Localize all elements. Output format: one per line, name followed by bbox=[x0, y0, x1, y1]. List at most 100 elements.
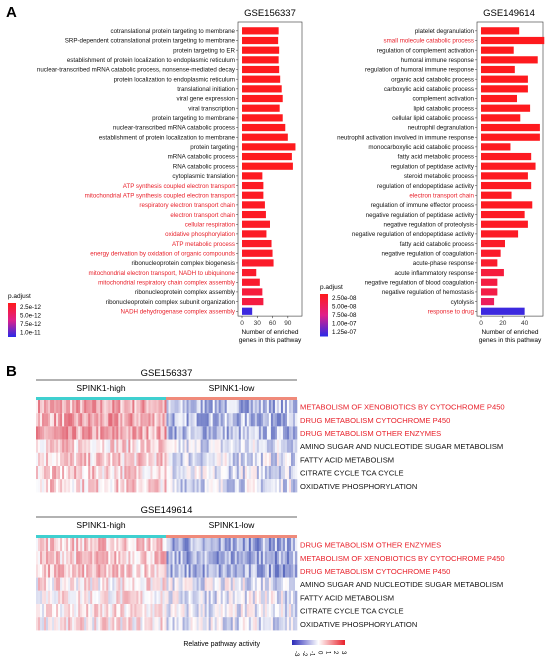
heat-cell bbox=[106, 564, 109, 578]
heat-cell bbox=[56, 426, 59, 440]
heat-cell bbox=[280, 413, 284, 427]
heat-cell bbox=[278, 413, 282, 427]
heat-cell bbox=[118, 413, 121, 427]
heat-cell bbox=[254, 413, 258, 427]
heat-cell bbox=[138, 466, 141, 480]
heat-cell bbox=[134, 426, 137, 440]
heat-cell bbox=[80, 479, 83, 493]
heat-cell bbox=[186, 564, 189, 578]
heat-cell bbox=[198, 452, 201, 466]
heat-cell bbox=[90, 590, 93, 604]
heat-cell bbox=[112, 426, 115, 440]
heat-cell bbox=[138, 413, 141, 427]
heat-cell bbox=[122, 551, 125, 565]
heat-cell bbox=[200, 413, 203, 427]
heat-cell bbox=[50, 564, 53, 578]
heat-cell bbox=[194, 413, 197, 427]
heat-cell bbox=[60, 426, 63, 440]
heat-cell bbox=[70, 400, 73, 414]
heat-cell bbox=[106, 413, 109, 427]
heat-cell bbox=[244, 400, 248, 414]
heat-cell bbox=[190, 590, 193, 604]
heat-cell bbox=[172, 439, 175, 453]
heat-cell bbox=[250, 452, 254, 466]
heat-cell bbox=[200, 617, 203, 631]
heat-cell bbox=[70, 590, 73, 604]
heat-cell bbox=[148, 577, 151, 591]
heat-cell bbox=[174, 551, 177, 565]
heat-cell bbox=[112, 439, 115, 453]
heat-cell bbox=[236, 439, 240, 453]
heat-cell bbox=[258, 426, 262, 440]
category-label: protein targeting bbox=[190, 144, 235, 151]
heat-cell bbox=[134, 577, 137, 591]
heat-cell bbox=[278, 439, 282, 453]
heat-cell bbox=[132, 590, 135, 604]
legend-title: p.adjust bbox=[320, 284, 343, 291]
heat-cell bbox=[280, 551, 284, 565]
heat-cell bbox=[266, 400, 270, 414]
heat-cell bbox=[38, 400, 41, 414]
heat-cell bbox=[44, 590, 47, 604]
heat-cell bbox=[248, 617, 252, 631]
heat-cell bbox=[62, 538, 65, 552]
heat-cell bbox=[210, 466, 213, 480]
bar bbox=[242, 297, 264, 306]
heat-cell bbox=[46, 538, 49, 552]
heat-cell bbox=[276, 426, 280, 440]
heat-cell bbox=[88, 617, 91, 631]
heat-cell bbox=[98, 400, 101, 414]
heat-cell bbox=[46, 452, 49, 466]
heat-cell bbox=[232, 413, 236, 427]
group-bar bbox=[166, 535, 297, 539]
heat-cell bbox=[248, 426, 252, 440]
category-label: mitochondrial ATP synthesis coupled elec… bbox=[85, 192, 236, 199]
heat-cell bbox=[114, 426, 117, 440]
heat-cell bbox=[184, 452, 187, 466]
heat-cell bbox=[142, 551, 145, 565]
category-label: mRNA catabolic process bbox=[168, 154, 235, 161]
heat-cell bbox=[288, 413, 292, 427]
heat-cell bbox=[160, 551, 163, 565]
heat-cell bbox=[46, 577, 49, 591]
heat-cell bbox=[46, 400, 49, 414]
heat-cell bbox=[234, 426, 238, 440]
heat-cell bbox=[38, 479, 41, 493]
heat-cell bbox=[284, 551, 288, 565]
heat-cell bbox=[98, 564, 101, 578]
heat-cell bbox=[56, 538, 59, 552]
heat-cell bbox=[126, 577, 129, 591]
heat-cell bbox=[136, 577, 139, 591]
heat-cell bbox=[180, 452, 183, 466]
heat-cell bbox=[58, 604, 61, 618]
pathway-label: DRUG METABOLISM OTHER ENZYMES bbox=[300, 429, 441, 438]
heat-cell bbox=[98, 617, 101, 631]
heat-cell bbox=[94, 617, 97, 631]
heat-cell bbox=[122, 617, 125, 631]
heat-cell bbox=[54, 551, 57, 565]
heat-cell bbox=[182, 538, 185, 552]
heat-cell bbox=[192, 466, 195, 480]
heat-cell bbox=[218, 564, 222, 578]
heat-cell bbox=[142, 564, 145, 578]
heat-cell bbox=[216, 439, 219, 453]
heat-cell bbox=[194, 452, 197, 466]
heat-cell bbox=[284, 604, 288, 618]
heat-cell bbox=[124, 426, 127, 440]
heat-cell bbox=[124, 564, 127, 578]
heat-cell bbox=[200, 426, 203, 440]
heat-cell bbox=[222, 426, 226, 440]
heat-cell bbox=[142, 617, 145, 631]
heat-cell bbox=[196, 426, 199, 440]
x-axis-label-line: Number of enriched bbox=[241, 329, 298, 336]
heat-cell bbox=[244, 590, 248, 604]
heat-cell bbox=[266, 452, 270, 466]
heat-cell bbox=[80, 604, 83, 618]
heat-cell bbox=[184, 439, 187, 453]
heat-cell bbox=[50, 452, 53, 466]
heat-cell bbox=[286, 604, 290, 618]
heat-cell bbox=[130, 564, 133, 578]
category-label: electron transport chain bbox=[409, 192, 474, 199]
heat-cell bbox=[252, 439, 256, 453]
heat-cell bbox=[222, 564, 226, 578]
